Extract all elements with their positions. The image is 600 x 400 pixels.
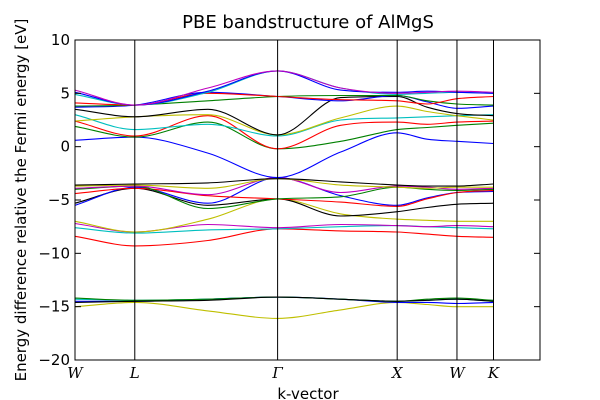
band-line-5 bbox=[74, 296, 494, 303]
band-line-28 bbox=[74, 70, 494, 106]
band-line-27 bbox=[74, 70, 494, 106]
plot-frame bbox=[74, 39, 541, 361]
band-line-12 bbox=[74, 187, 494, 207]
band-line-16 bbox=[74, 178, 494, 187]
plot-area: W L Γ X W K −20 −15 −10 −5 0 5 10 bbox=[38, 31, 541, 382]
band-line-10 bbox=[74, 187, 494, 217]
band-line-24 bbox=[74, 94, 494, 107]
band-line-11 bbox=[74, 177, 494, 206]
chart-title: PBE bandstructure of AlMgS bbox=[182, 12, 434, 33]
kpoint-label-1: W bbox=[67, 364, 84, 382]
kpoint-label-6: K bbox=[487, 364, 500, 382]
y-tick-label-6: 5 bbox=[60, 84, 70, 102]
y-axis-label: Energy difference relative the Fermi ene… bbox=[12, 19, 30, 382]
band-line-18 bbox=[74, 121, 494, 150]
band-line-17 bbox=[74, 132, 494, 179]
band-line-20 bbox=[74, 114, 494, 137]
band-line-9 bbox=[74, 198, 494, 233]
kpoint-label-2: L bbox=[129, 364, 140, 382]
band-line-14 bbox=[74, 177, 494, 196]
band-line-23 bbox=[74, 91, 494, 109]
kpoint-label-4: X bbox=[391, 364, 404, 382]
y-tick-label-1: −20 bbox=[38, 351, 70, 369]
kpoint-label-5: W bbox=[449, 364, 466, 382]
band-line-13 bbox=[74, 185, 494, 210]
kpoint-label-3: Γ bbox=[271, 364, 283, 382]
x-axis-label: k-vector bbox=[277, 385, 339, 400]
band-line-7 bbox=[74, 225, 494, 234]
band-line-19 bbox=[74, 115, 494, 150]
y-tick-label-5: 0 bbox=[60, 138, 70, 156]
band-line-15 bbox=[74, 178, 494, 189]
y-tick-label-2: −15 bbox=[38, 298, 70, 316]
y-tick-label-3: −10 bbox=[38, 244, 70, 262]
band-line-6 bbox=[74, 228, 494, 247]
band-line-25 bbox=[74, 92, 494, 106]
y-tick-label-7: 10 bbox=[51, 31, 70, 49]
band-line-26 bbox=[74, 70, 494, 106]
band-line-21 bbox=[74, 105, 494, 136]
band-line-1 bbox=[74, 301, 494, 319]
band-line-8 bbox=[74, 222, 494, 233]
y-tick-label-4: −5 bbox=[48, 191, 70, 209]
